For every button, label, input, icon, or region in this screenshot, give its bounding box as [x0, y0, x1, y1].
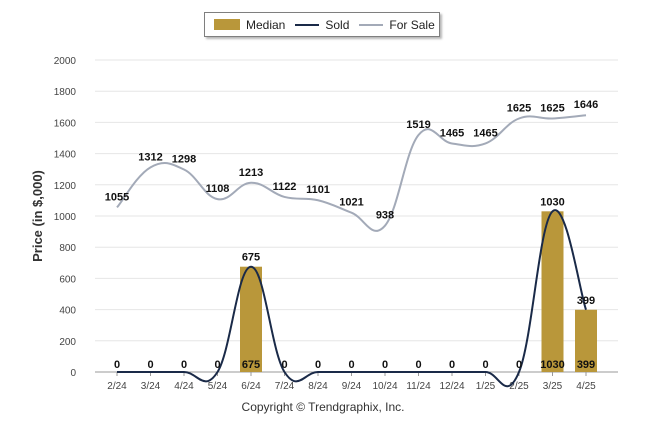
- y-tick-label: 1200: [54, 181, 77, 192]
- y-tick-label: 800: [59, 243, 76, 254]
- data-label-sold: 675: [242, 252, 260, 264]
- x-tick-label: 9/24: [342, 381, 362, 392]
- bar-median: [575, 309, 597, 372]
- legend: Median Sold For Sale: [204, 12, 440, 37]
- data-label-for-sale: 1101: [306, 184, 330, 196]
- data-label-for-sale: 1465: [473, 127, 497, 139]
- x-tick-label: 3/25: [543, 381, 563, 392]
- bar-median: [541, 211, 564, 372]
- data-label-sold: 0: [449, 359, 455, 371]
- x-tick-label: 5/24: [208, 381, 228, 392]
- data-label-sold: 0: [281, 359, 287, 371]
- data-label-sold: 0: [214, 359, 220, 371]
- y-tick-label: 200: [59, 337, 76, 348]
- data-label-sold: 0: [516, 359, 522, 371]
- x-tick-label: 8/24: [308, 381, 328, 392]
- data-label-for-sale: 938: [376, 210, 394, 222]
- legend-swatch-median: [214, 19, 240, 30]
- y-tick-label: 1600: [54, 118, 77, 129]
- data-label-sold: 0: [482, 359, 488, 371]
- legend-item-for-sale: For Sale: [359, 17, 435, 32]
- y-axis-label: Price (in $,000): [30, 170, 45, 262]
- data-label-for-sale: 1122: [273, 181, 297, 193]
- y-tick-label: 1000: [54, 212, 77, 223]
- legend-label-median: Median: [246, 17, 286, 32]
- data-label-sold: 0: [415, 359, 421, 371]
- legend-swatch-for-sale: [359, 23, 384, 26]
- legend-swatch-sold: [295, 23, 320, 26]
- data-label-sold: 0: [315, 359, 321, 371]
- data-label-median: 1030: [540, 359, 564, 371]
- x-tick-label: 2/25: [509, 381, 529, 392]
- data-label-sold: 0: [181, 359, 187, 371]
- y-tick-label: 1800: [54, 87, 77, 98]
- data-label-for-sale: 1519: [406, 119, 430, 131]
- x-tick-label: 2/24: [107, 381, 127, 392]
- data-label-for-sale: 1646: [574, 99, 598, 111]
- data-label-sold: 0: [382, 359, 388, 371]
- x-tick-label: 3/24: [141, 381, 161, 392]
- line-for-sale: [116, 114, 587, 232]
- copyright-text: Copyright © Trendgraphix, Inc.: [241, 400, 405, 414]
- data-label-for-sale: 1625: [540, 103, 564, 115]
- x-tick-label: 11/24: [406, 381, 431, 392]
- data-label-for-sale: 1298: [172, 154, 196, 166]
- legend-item-median: Median: [214, 18, 285, 32]
- x-tick-label: 12/24: [439, 381, 464, 392]
- data-label-for-sale: 1312: [138, 151, 162, 163]
- line-sold: [117, 209, 587, 388]
- data-label-sold: 399: [577, 295, 595, 307]
- data-label-for-sale: 1108: [206, 183, 230, 195]
- legend-label-sold: Sold: [325, 17, 350, 32]
- x-tick-label: 7/24: [275, 381, 295, 392]
- data-label-for-sale: 1465: [440, 127, 464, 139]
- data-label-for-sale: 1055: [105, 191, 129, 203]
- legend-item-sold: Sold: [295, 18, 349, 32]
- x-tick-label: 10/24: [372, 381, 397, 392]
- y-tick-label: 400: [59, 306, 76, 317]
- data-label-sold: 1030: [540, 196, 564, 208]
- y-tick-label: 2000: [54, 56, 77, 67]
- y-tick-label: 0: [70, 368, 76, 379]
- x-tick-label: 4/24: [174, 381, 194, 392]
- data-label-sold: 0: [114, 359, 120, 371]
- bar-median: [240, 266, 262, 372]
- data-label-median: 399: [577, 359, 595, 371]
- x-tick-label: 6/24: [241, 381, 261, 392]
- y-tick-label: 1400: [54, 150, 77, 161]
- data-label-for-sale: 1213: [239, 167, 263, 179]
- data-label-median: 675: [242, 359, 260, 371]
- legend-label-for-sale: For Sale: [389, 17, 435, 32]
- data-label-for-sale: 1625: [507, 103, 531, 115]
- x-tick-label: 1/25: [476, 381, 496, 392]
- x-tick-label: 4/25: [576, 381, 596, 392]
- y-tick-label: 600: [59, 274, 76, 285]
- data-label-sold: 0: [147, 359, 153, 371]
- data-label-sold: 0: [348, 359, 354, 371]
- data-label-for-sale: 1021: [339, 197, 363, 209]
